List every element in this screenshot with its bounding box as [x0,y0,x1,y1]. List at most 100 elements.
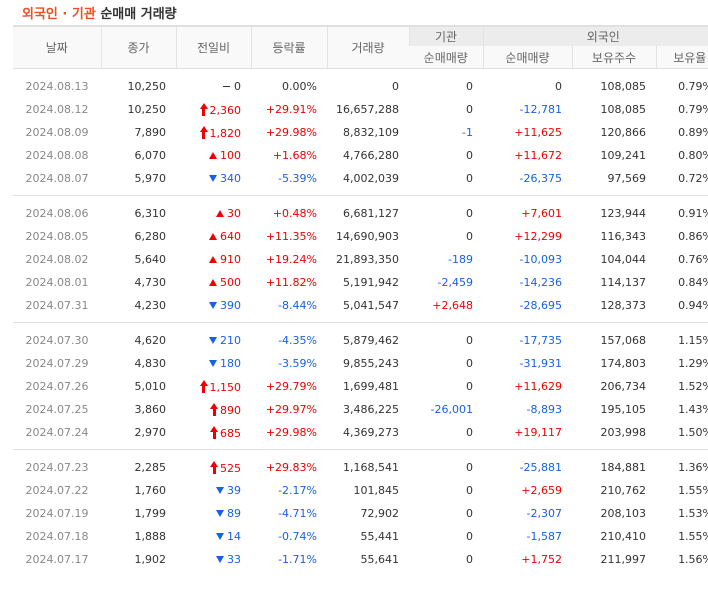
cell-change: 33 [176,548,251,571]
cell-foreign-net: +11,672 [514,149,562,162]
cell-volume: 6,681,127 [343,207,399,220]
cell-close: 1,799 [134,507,167,520]
cell-foreign-shares: 203,998 [600,426,647,439]
table-row: 2024.08.05 6,280 640 +11.35% 14,690,903 0 +12,… [13,225,708,248]
cell-date: 2024.07.23 [25,461,89,474]
cell-close: 4,830 [134,357,167,370]
cell-volume: 101,845 [353,484,400,497]
cell-change: 640 [176,225,251,248]
cell-date: 2024.07.19 [25,507,89,520]
cell-close: 10,250 [127,103,167,116]
cell-foreign-shares: 174,803 [600,357,647,370]
cell-inst-net: 0 [466,484,473,497]
triangle-down-icon [216,510,224,517]
cell-rate: -4.35% [278,334,317,347]
triangle-down-icon [216,487,224,494]
change-value: 180 [220,357,241,370]
table-row: 2024.07.22 1,760 39 -2.17% 101,845 0 +2,659 210… [13,479,708,502]
table-row: 2024.07.17 1,902 33 -1.71% 55,641 0 +1,752 211,… [13,548,708,571]
cell-change: 30 [176,202,251,225]
cell-foreign-shares: 128,373 [600,299,647,312]
cell-change: 180 [176,352,251,375]
cell-volume: 55,441 [360,530,400,543]
cell-date: 2024.07.25 [25,403,89,416]
section-title-accent: 외국인 · 기관 [22,7,96,22]
cell-rate: -4.71% [278,507,317,520]
cell-foreign-shares: 120,866 [600,126,647,139]
cell-close: 5,640 [134,253,167,266]
cell-rate: +29.97% [265,403,317,416]
cell-foreign-net: -10,093 [519,253,562,266]
triangle-down-icon [209,360,217,367]
cell-foreign-ratio: 1.56% [678,553,708,566]
cell-inst-net: 0 [466,380,473,393]
cell-foreign-net: -26,375 [519,172,562,185]
change-value: 33 [227,553,241,566]
cell-close: 2,970 [134,426,167,439]
group-divider [13,322,708,323]
table-row: 2024.08.02 5,640 910 +19.24% 21,893,350 -189 -… [13,248,708,271]
cell-inst-net: 0 [466,461,473,474]
cell-date: 2024.08.12 [25,103,89,116]
cell-date: 2024.08.08 [25,149,89,162]
cell-rate: +11.82% [265,276,317,289]
cell-foreign-net: -17,735 [519,334,562,347]
cell-foreign-ratio: 1.29% [678,357,708,370]
cell-foreign-shares: 211,997 [600,553,647,566]
cell-foreign-net: +1,752 [521,553,562,566]
cell-change: 14 [176,525,251,548]
change-value: 14 [227,530,241,543]
cell-foreign-shares: 184,881 [600,461,647,474]
group-divider [13,195,708,196]
cell-rate: 0.00% [282,80,317,93]
header-change: 전일비 [175,25,251,69]
change-value: 340 [220,172,241,185]
cell-close: 4,230 [134,299,167,312]
cell-close: 4,620 [134,334,167,347]
section-title-rest: 순매매 거래량 [95,7,177,22]
cell-foreign-net: -28,695 [519,299,562,312]
cell-foreign-shares: 116,343 [600,230,647,243]
change-value: 210 [220,334,241,347]
header-inst-net: 순매매량 [409,46,483,69]
limit-up-arrow-icon [210,460,218,474]
cell-foreign-ratio: 0.84% [678,276,708,289]
triangle-up-icon [209,233,217,240]
cell-foreign-shares: 109,241 [600,149,647,162]
cell-foreign-ratio: 0.76% [678,253,708,266]
cell-volume: 16,657,288 [336,103,399,116]
cell-foreign-ratio: 0.72% [678,172,708,185]
cell-inst-net: -189 [448,253,473,266]
cell-foreign-ratio: 0.79% [678,80,708,93]
cell-inst-net: 0 [466,149,473,162]
cell-volume: 4,369,273 [343,426,399,439]
header-foreign-net: 순매매량 [482,46,572,69]
cell-change: 2,360 [176,98,251,121]
cell-foreign-net: -2,307 [526,507,562,520]
cell-rate: +29.98% [265,426,317,439]
table-row: 2024.08.06 6,310 30 +0.48% 6,681,127 0 +7,601 1… [13,202,708,225]
header-group-foreign: 외국인 [482,25,708,46]
cell-date: 2024.08.07 [25,172,89,185]
cell-foreign-net: -14,236 [519,276,562,289]
table-row: 2024.07.24 2,970 685 +29.98% 4,369,273 0 +19,1… [13,421,708,444]
cell-volume: 1,699,481 [343,380,399,393]
cell-date: 2024.08.06 [25,207,89,220]
cell-inst-net: 0 [466,207,473,220]
cell-foreign-shares: 97,569 [607,172,647,185]
limit-up-arrow-icon [199,125,208,139]
change-value: 100 [220,149,241,162]
cell-foreign-shares: 114,137 [600,276,647,289]
cell-date: 2024.07.18 [25,530,89,543]
cell-rate: -0.74% [278,530,317,543]
cell-date: 2024.08.05 [25,230,89,243]
cell-inst-net: -26,001 [430,403,473,416]
cell-rate: +19.24% [265,253,317,266]
cell-inst-net: 0 [466,334,473,347]
cell-volume: 14,690,903 [336,230,399,243]
cell-inst-net: 0 [466,426,473,439]
cell-rate: -8.44% [278,299,317,312]
header-volume: 거래량 [326,25,409,69]
cell-inst-net: -2,459 [437,276,473,289]
cell-date: 2024.07.30 [25,334,89,347]
